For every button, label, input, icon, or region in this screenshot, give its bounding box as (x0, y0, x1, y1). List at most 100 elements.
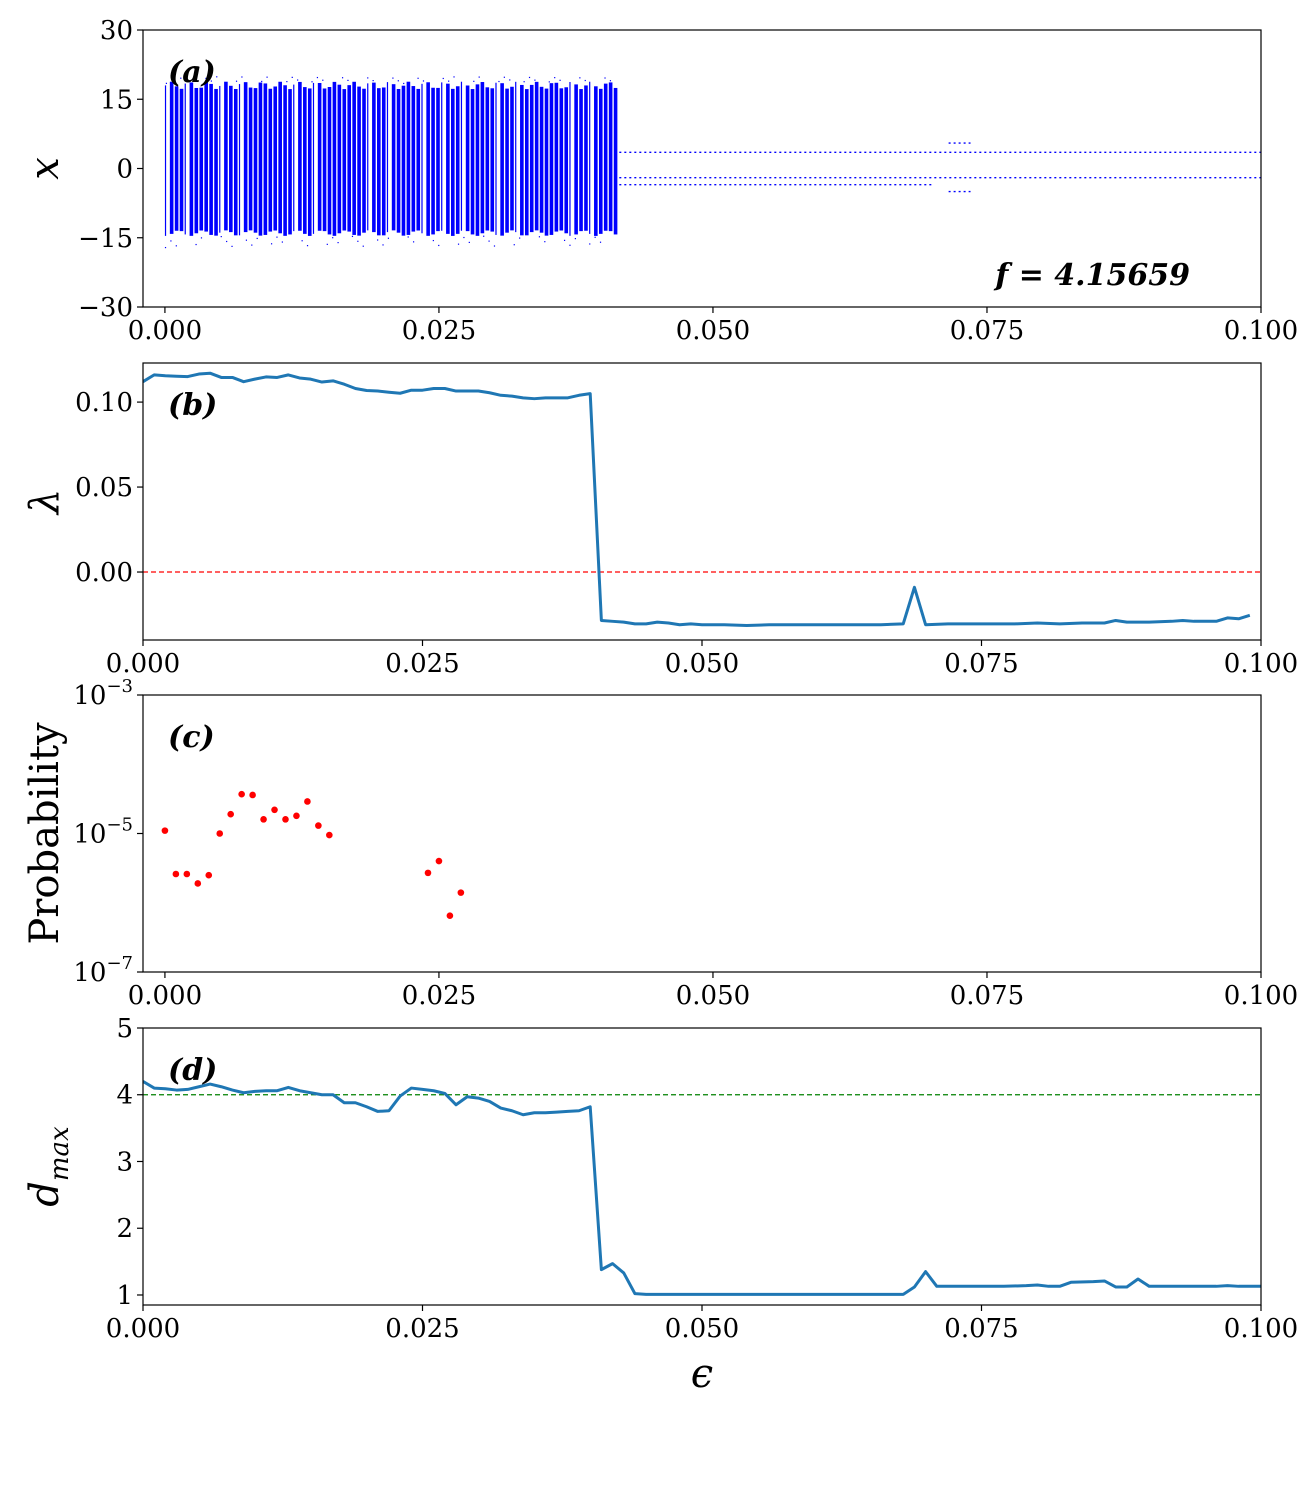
x-tick-label: 0.075 (950, 981, 1024, 1011)
outlier-point (231, 245, 233, 247)
y-axis-label: λ (22, 489, 68, 516)
outlier-point (337, 242, 339, 244)
outlier-point (509, 79, 511, 81)
chaotic-strip (589, 81, 591, 234)
chaotic-strip (229, 85, 233, 233)
outlier-point (341, 77, 344, 79)
outlier-point (538, 236, 541, 238)
y-tick-label: 10−7 (73, 953, 133, 988)
panel-a: 0.000 0.025 0.050 0.075 0.100 −30 −15 0 15 30 x (a)… (22, 16, 1298, 346)
chaotic-strip (337, 84, 342, 234)
chaotic-strip (451, 88, 455, 236)
outlier-point (347, 79, 349, 82)
outlier-point (372, 80, 374, 82)
chaotic-strip (179, 88, 184, 232)
y-tick-label: 15 (100, 85, 133, 115)
data-point (172, 870, 180, 878)
outlier-point (412, 241, 415, 243)
outlier-point (463, 236, 465, 239)
chaotic-strip (475, 84, 480, 236)
chaotic-strip (510, 86, 514, 231)
data-point (161, 827, 169, 834)
data-point (304, 798, 311, 805)
data-point (424, 869, 432, 877)
chaotic-strip (421, 83, 423, 234)
outlier-point (422, 80, 425, 82)
x-tick-label: 0.025 (402, 316, 476, 346)
chaotic-strip (342, 89, 347, 231)
chaotic-strip (485, 87, 490, 231)
panel-label: (c) (168, 720, 215, 755)
x-tick-label: 0.050 (676, 316, 750, 346)
outlier-point (326, 243, 328, 245)
outlier-point (503, 76, 505, 78)
chaotic-strip (391, 84, 396, 231)
chaotic-strip (233, 88, 238, 236)
outlier-point (528, 76, 531, 79)
chaotic-strip (426, 82, 430, 236)
chaotic-strip (505, 88, 509, 233)
y-tick-label: 1 (116, 1281, 133, 1311)
chaotic-strip (248, 87, 253, 231)
outlier-point (357, 240, 359, 242)
chaotic-strip (352, 81, 356, 235)
chaotic-strip (603, 83, 608, 231)
data-point (457, 889, 465, 896)
panel-annotation: f = 4.15659 (993, 258, 1190, 293)
outlier-point (362, 245, 364, 247)
chaotic-strip (194, 87, 199, 234)
data-point (435, 857, 443, 865)
outlier-point (322, 79, 324, 81)
y-tick-exponent: −3 (106, 676, 133, 697)
chaotic-strip (327, 87, 332, 235)
axes-frame-c (142, 694, 1262, 973)
chaotic-strip (613, 87, 618, 235)
outlier-point (534, 79, 536, 81)
outlier-point (165, 82, 168, 84)
chaotic-strip (495, 82, 497, 235)
outlier-point (175, 245, 177, 247)
outlier-point (609, 80, 612, 82)
panel-label: (a) (168, 55, 216, 90)
x-tick-label: 0.000 (128, 981, 202, 1011)
plot-area-d (143, 1080, 1261, 1296)
chaotic-strip (164, 85, 167, 236)
outlier-point (448, 80, 450, 82)
series-line (143, 371, 1251, 628)
data-point (216, 830, 224, 837)
panel-label: (b) (168, 388, 217, 423)
outlier-point (594, 236, 596, 238)
panel-label: (d) (168, 1053, 217, 1088)
data-point (238, 790, 245, 798)
outlier-point (519, 237, 521, 239)
x-tick-label: 0.050 (665, 1314, 739, 1344)
x-tick-label: 0.025 (402, 981, 476, 1011)
outlier-point (261, 80, 263, 83)
outlier-point (563, 239, 566, 241)
chaotic-strip (539, 86, 544, 233)
chaotic-strip (372, 82, 376, 233)
x-tick-label: 0.075 (944, 649, 1018, 679)
chaotic-strip (288, 89, 292, 235)
outlier-point (200, 237, 203, 239)
axes-frame-d (142, 1027, 1262, 1306)
outlier-point (291, 76, 293, 78)
data-point (315, 822, 322, 829)
outlier-point (170, 240, 172, 242)
outlier-point (286, 81, 288, 83)
outlier-point (235, 80, 238, 82)
chaotic-strip (549, 83, 554, 235)
outlier-point (387, 237, 390, 239)
plot-area-a (164, 76, 1261, 249)
chaotic-strip (199, 87, 204, 231)
x-tick-label: 0.100 (1224, 316, 1298, 346)
chaotic-strip (317, 83, 322, 231)
outlier-point (297, 79, 299, 81)
chaotic-strip (243, 82, 248, 233)
outlier-point (205, 77, 207, 79)
outlier-point (579, 77, 581, 79)
series-line (143, 1080, 1261, 1296)
outlier-point (548, 81, 550, 83)
outlier-point (185, 80, 187, 82)
y-tick-label: 3 (116, 1147, 133, 1177)
